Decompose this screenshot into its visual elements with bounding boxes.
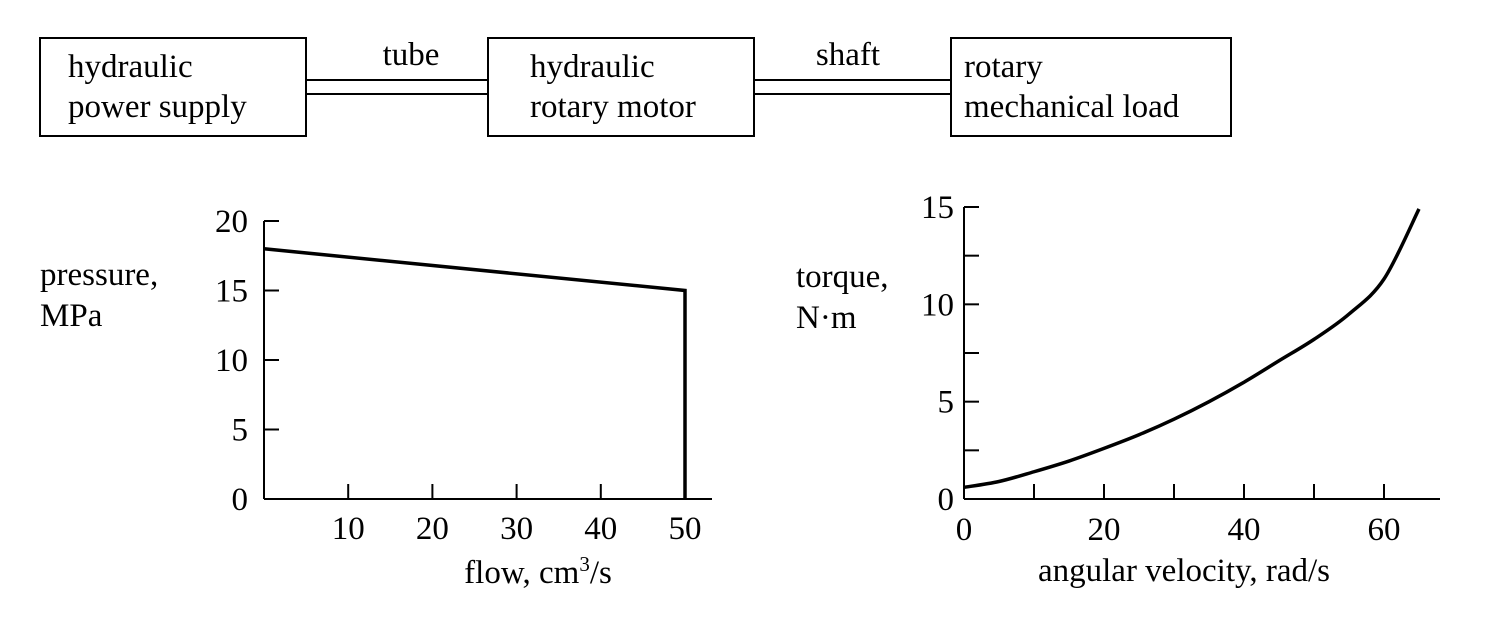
block-rotary-motor: hydraulic rotary motor [487,37,755,137]
pressure-flow-ylabel-line2: MPa [40,298,103,334]
pressure-flow-ylabel-line1: pressure, [40,257,158,293]
pressure-flow-y-tick-label: 15 [215,274,248,310]
pressure-flow-xlabel-sup: 3 [579,552,590,576]
pressure-flow-y-tick-label: 20 [215,204,248,240]
torque-velocity-y-tick-label: 0 [938,482,955,518]
pressure-flow-y-tick-label: 10 [215,343,248,379]
torque-velocity-x-tick-label: 40 [1228,512,1261,548]
block-mechanical-load-line2: mechanical load [964,89,1180,125]
pressure-flow-x-tick-label: 20 [416,511,449,547]
block-diagram: hydraulic power supply tube hydraulic ro… [39,37,1232,137]
torque-velocity-x-tick-label: 20 [1088,512,1121,548]
block-mechanical-load: rotary mechanical load [950,37,1232,137]
pressure-flow-series-line [263,247,687,499]
torque-velocity-y-tick-label: 10 [921,287,954,323]
block-power-supply-line1: hydraulic [68,49,193,85]
pressure-flow-xlabel-main: flow, cm [464,555,579,591]
block-mechanical-load-line1: rotary [964,49,1043,85]
block-rotary-motor-line2: rotary motor [530,89,696,125]
torque-velocity-y-tick-label: 15 [921,190,954,226]
block-mechanical-load-box [950,37,1232,137]
connector-shaft: shaft [754,37,951,95]
pressure-flow-x-tick-label: 40 [584,511,617,547]
block-rotary-motor-box [487,37,755,137]
pressure-flow-xlabel: flow, cm3/s [464,552,612,591]
torque-velocity-chart: 0 5 10 15 0 20 40 60 torque, N·m angular veloci… [796,190,1440,589]
torque-velocity-series-line [963,208,1421,490]
torque-velocity-xlabel: angular velocity, rad/s [1038,553,1330,589]
block-power-supply-line2: power supply [68,89,247,125]
torque-velocity-x-tick-label: 60 [1368,512,1401,548]
pressure-flow-x-tick-label: 50 [669,511,702,547]
torque-velocity-x-tick-label: 0 [956,512,973,548]
pressure-flow-x-tick-label: 10 [332,511,365,547]
torque-velocity-ticks: 0 5 10 15 0 20 40 60 [921,190,1401,548]
shaft-label: shaft [816,37,880,73]
pressure-flow-y-tick-label: 0 [232,482,249,518]
block-rotary-motor-line1: hydraulic [530,49,655,85]
pressure-flow-x-tick-label: 30 [500,511,533,547]
pressure-flow-chart: 0 5 10 15 20 10 20 30 40 50 pressure, MPa flow, c… [40,204,712,591]
block-power-supply: hydraulic power supply [39,37,307,137]
torque-velocity-y-tick-label: 5 [938,385,955,421]
torque-velocity-ylabel-line1: torque, [796,259,889,295]
block-power-supply-box [39,37,307,137]
pressure-flow-y-tick-label: 5 [232,413,249,449]
tube-label: tube [383,37,440,73]
pressure-flow-ticks: 0 5 10 15 20 10 20 30 40 50 [215,204,702,547]
torque-velocity-ylabel-line2: N·m [796,300,857,336]
pressure-flow-xlabel-tail: /s [590,555,612,591]
connector-tube: tube [306,37,488,95]
